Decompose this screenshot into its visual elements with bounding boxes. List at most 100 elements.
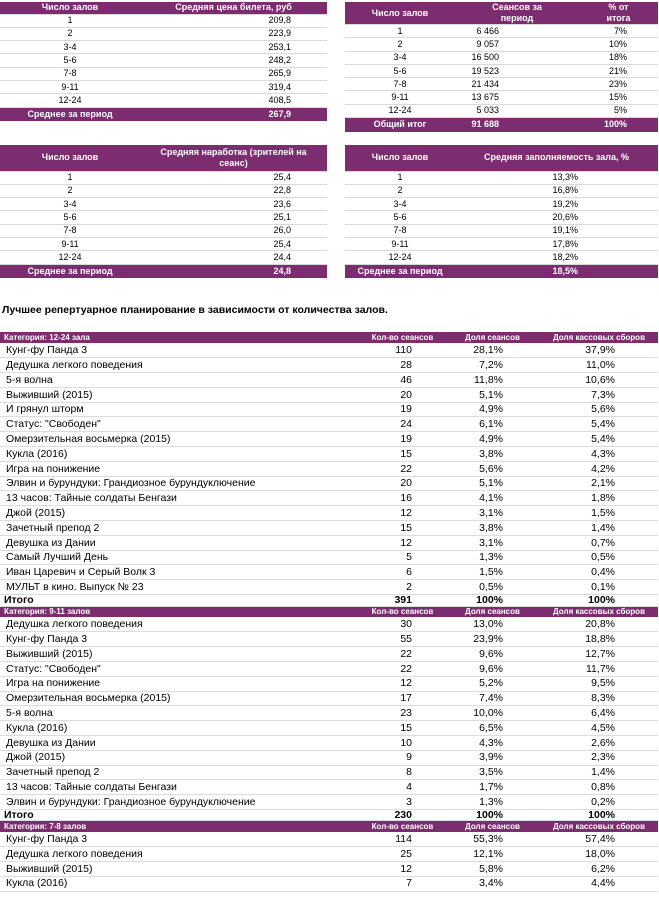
cell: Средняя заполняемость зала, %	[455, 145, 658, 172]
data-row: 12-24 5 033 5%	[345, 104, 658, 119]
cell: 3,4%	[445, 876, 540, 892]
film-row: Зачетный препод 2 15 3,8% 1,4%	[0, 520, 658, 536]
total-row: Среднее за период 24,8	[0, 264, 327, 279]
cell: 20,6%	[455, 210, 658, 225]
cell: 21%	[579, 64, 658, 79]
cell: 114	[360, 831, 445, 848]
film-row: Кунг-фу Панда 3 55 23,9% 18,8%	[0, 631, 658, 648]
cell: Категория: 9-11 залов	[0, 606, 360, 618]
cell: 26,0	[140, 224, 327, 238]
cell: 5,6%	[540, 402, 658, 418]
cell: 10,0%	[445, 705, 540, 722]
section-heading: Лучшее репертуарное планирование в завис…	[2, 304, 388, 316]
cell: Дедушка легкого поведения	[0, 617, 360, 633]
cell: 15	[360, 520, 445, 536]
cell: Категория: 12-24 зала	[0, 332, 360, 343]
cell: Кунг-фу Панда 3	[0, 343, 360, 359]
cell: Доля кассовых сборов	[540, 606, 658, 618]
cell: 0,5%	[445, 579, 540, 596]
cell: 13 часов: Тайные солдаты Бенгази	[0, 779, 360, 796]
cell: 25	[360, 846, 445, 862]
cell: Кунг-фу Панда 3	[0, 631, 360, 648]
cell: 230	[360, 808, 445, 822]
cell: 23,6	[140, 197, 327, 212]
cell: 12	[360, 505, 445, 522]
data-row: 1 13,3%	[345, 171, 658, 185]
cell: 20	[360, 476, 445, 492]
cell: 9,6%	[445, 661, 540, 677]
cell: 12-24	[345, 250, 455, 265]
cell: 22	[360, 661, 445, 677]
cell: 15	[360, 446, 445, 462]
film-row: Дедушка легкого поведения 30 13,0% 20,8%	[0, 617, 658, 633]
cell: 3,8%	[445, 520, 540, 536]
cell: 223,9	[140, 27, 327, 42]
cell: Иван Царевич и Серый Волк 3	[0, 564, 360, 581]
cell: 25,1	[140, 210, 327, 225]
data-row: 9-11 319,4	[0, 80, 327, 95]
cell: 0,7%	[540, 535, 658, 551]
cell: 15%	[579, 90, 658, 105]
film-row: Кунг-фу Панда 3 110 28,1% 37,9%	[0, 343, 658, 359]
film-row: 5-я волна 23 10,0% 6,4%	[0, 705, 658, 722]
total-row: Среднее за период 18,5%	[345, 264, 658, 279]
cell: 0,5%	[540, 550, 658, 566]
cell: 10%	[579, 37, 658, 52]
cell: 1,4%	[540, 520, 658, 536]
cell: 209,8	[140, 14, 327, 28]
cell: Зачетный препод 2	[0, 520, 360, 536]
cell: 16,8%	[455, 184, 658, 199]
cell: 4,4%	[540, 876, 658, 892]
cell: 7,2%	[445, 357, 540, 374]
cell: 55	[360, 631, 445, 648]
cell: Джой (2015)	[0, 750, 360, 766]
cell: Элвин и бурундуки: Грандиозное бурундукл…	[0, 794, 360, 810]
cell: Число залов	[345, 2, 455, 25]
summary-table: Число залов Средняя цена билета, руб 1 209,…	[0, 2, 327, 122]
cell: 4,1%	[445, 490, 540, 507]
cell: 22	[360, 646, 445, 662]
cell: 3,9%	[445, 750, 540, 766]
film-row: Омерзительная восьмерка (2015) 19 4,9% 5,4%	[0, 431, 658, 448]
cell: 1,3%	[445, 794, 540, 810]
cell: 19	[360, 431, 445, 448]
cell: Среднее за период	[345, 264, 455, 279]
category-header: Категория: 12-24 зала Кол-во сеансов Доля …	[0, 332, 658, 343]
film-row: Кунг-фу Панда 3 114 55,3% 57,4%	[0, 831, 658, 848]
cell: Число залов	[345, 145, 455, 172]
film-row: Выживший (2015) 12 5,8% 6,2%	[0, 861, 658, 877]
data-row: 12-24 18,2%	[345, 250, 658, 265]
cell: Доля сеансов	[445, 606, 540, 618]
cell: 15	[360, 720, 445, 736]
cell: 2,3%	[540, 750, 658, 766]
cell: Доля кассовых сборов	[540, 820, 658, 832]
film-row: Иван Царевич и Серый Волк 3 6 1,5% 0,4%	[0, 564, 658, 581]
data-row: 7-8 19,1%	[345, 224, 658, 238]
cell: % от итога	[579, 2, 658, 25]
cell: 12	[360, 861, 445, 877]
cell: 2,1%	[540, 476, 658, 492]
data-row: 5-6 25,1	[0, 210, 327, 225]
cell: 5,6%	[445, 461, 540, 477]
cell: 7-8	[345, 77, 455, 92]
cell: Джой (2015)	[0, 505, 360, 522]
cell: 5,4%	[540, 416, 658, 433]
film-row: Кукла (2016) 15 6,5% 4,5%	[0, 720, 658, 736]
cell: Кукла (2016)	[0, 876, 360, 892]
data-row: 9-11 25,4	[0, 237, 327, 252]
cell: 19,2%	[455, 197, 658, 212]
cell: 5-6	[0, 210, 140, 225]
data-row: 3-4 16 500 18%	[345, 51, 658, 65]
data-row: 3-4 253,1	[0, 40, 327, 55]
cell: 100%	[540, 808, 658, 822]
cell: 10,6%	[540, 372, 658, 388]
film-row: Дедушка легкого поведения 28 7,2% 11,0%	[0, 357, 658, 374]
total-row: Итого 230 100% 100%	[0, 808, 658, 822]
film-row: 5-я волна 46 11,8% 10,6%	[0, 372, 658, 388]
cell: 1,3%	[445, 550, 540, 566]
cell: 9	[360, 750, 445, 766]
cell: 25,4	[140, 237, 327, 252]
data-row: 1 25,4	[0, 171, 327, 185]
cell: Дедушка легкого поведения	[0, 357, 360, 374]
